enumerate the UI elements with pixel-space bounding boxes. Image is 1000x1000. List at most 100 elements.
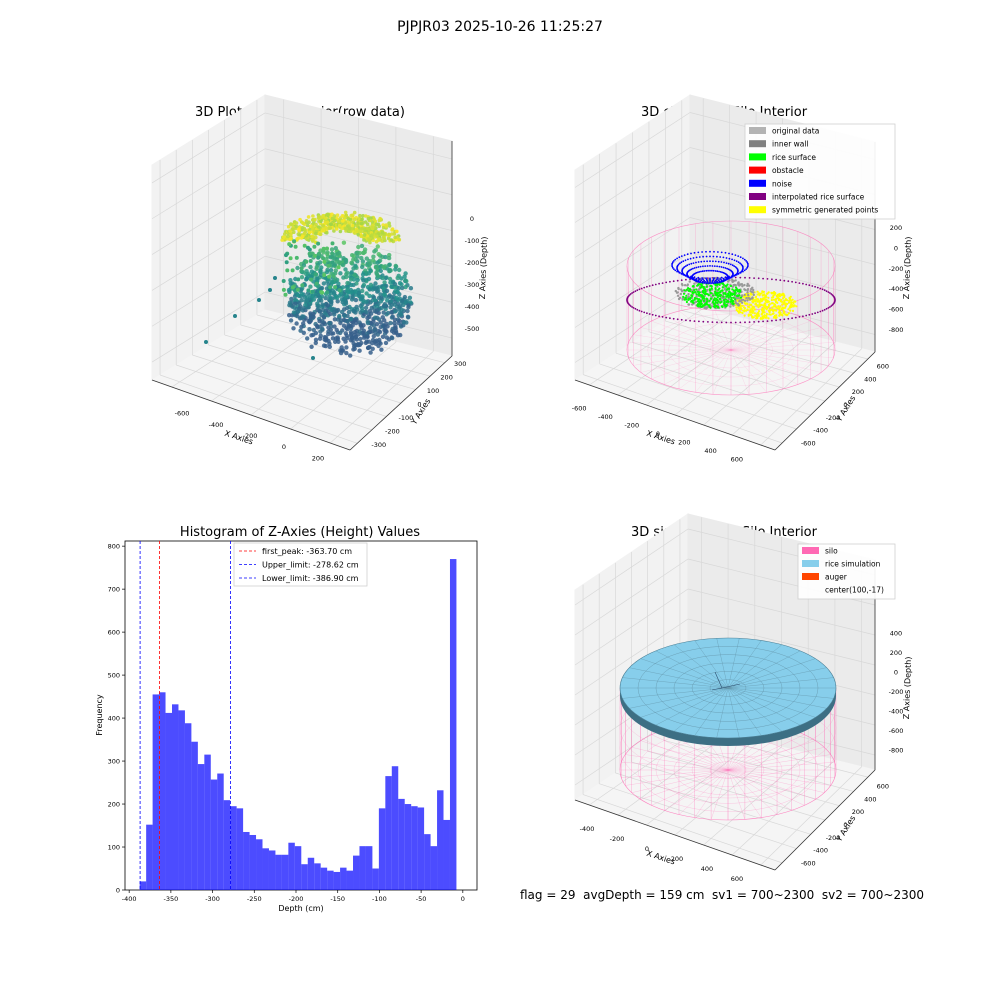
classify-silo-floor-line: [678, 310, 732, 351]
classify-symmetric-point: [759, 300, 762, 303]
raw-data-point: [310, 289, 315, 294]
classify-noise-point: [731, 253, 734, 256]
raw-data-point: [285, 268, 290, 273]
raw-data-point: [325, 246, 329, 251]
classify-interpolated-point: [802, 315, 804, 318]
classify-inner-wall-point: [740, 301, 744, 304]
classify-noise-point: [718, 281, 720, 284]
sim-box-gridline: [582, 794, 783, 864]
classify-symmetric-point: [758, 304, 762, 307]
classify-y-axis-label: Y Axies: [834, 394, 858, 424]
classify-interpolated-point: [762, 320, 764, 323]
raw-box-gridline: [176, 364, 372, 431]
classify-noise-point: [740, 270, 743, 273]
raw-data-point: [390, 232, 394, 236]
classify-symmetric-point: [780, 294, 783, 297]
classify-symmetric-point: [787, 312, 791, 315]
classify-noise-point: [747, 264, 749, 266]
classify-noise-point: [725, 257, 728, 259]
classify-interpolated-point: [805, 283, 808, 286]
classify-noise-point: [724, 251, 727, 254]
raw-y-tick-label: 100: [427, 387, 439, 395]
simulation-z-tick-label: -400: [889, 707, 904, 715]
classify-noise-point: [724, 267, 727, 269]
raw-data-point: [318, 248, 323, 253]
classify-noise-point: [714, 260, 717, 263]
histogram-bar: [294, 846, 302, 890]
classify-silo-floor-line: [640, 349, 732, 373]
raw-data-point: [290, 268, 295, 273]
raw-data-point: [298, 328, 303, 333]
raw-data-point: [382, 302, 387, 307]
classify-rice-surface-point: [720, 289, 724, 292]
classify-noise-point: [713, 265, 716, 267]
classify-interpolated-point: [654, 283, 657, 286]
simulation-legend-swatch: [802, 560, 819, 567]
raw-data-point: [375, 274, 381, 279]
classify-noise-point: [712, 269, 715, 272]
classify-rice-surface-point: [723, 298, 726, 301]
classify-noise-point: [703, 282, 706, 284]
histogram-bar: [256, 839, 263, 890]
raw-data-point: [330, 241, 335, 246]
classify-inner-wall-point: [677, 286, 680, 290]
classify-interpolated-point: [711, 321, 714, 323]
classify-interpolated-point: [794, 281, 797, 284]
raw-data-point: [403, 271, 408, 276]
classify-symmetric-point: [773, 314, 777, 317]
simulation-rice-mesh-line: [727, 687, 816, 718]
raw-data-point: [307, 327, 312, 332]
classify-noise-point: [714, 282, 717, 284]
classify-symmetric-point: [756, 290, 759, 293]
classify-interpolated-point: [654, 314, 657, 317]
raw-data-point: [324, 286, 330, 291]
classify-silo-floor-line: [730, 305, 750, 351]
classify-rice-surface-point: [687, 287, 690, 290]
raw-x-tick-label: -200: [243, 432, 258, 440]
classify-x-tick-label: -400: [598, 413, 613, 421]
raw-y-tick-label: -300: [371, 441, 386, 449]
classify-noise-point: [709, 277, 711, 280]
classify-inner-wall-point: [747, 296, 750, 300]
raw-data-point: [382, 236, 387, 241]
simulation-y-tick-label: 0: [843, 821, 847, 829]
classify-noise-point: [721, 271, 723, 274]
classify-inner-wall-point: [741, 298, 745, 301]
raw-data-point: [301, 263, 307, 268]
classify-interpolated-point: [816, 311, 819, 314]
classify-rice-surface-point: [714, 288, 717, 291]
raw-data-point: [308, 259, 313, 263]
classify-noise-point: [717, 251, 719, 253]
classify-silo-floor-line: [712, 305, 732, 351]
raw-data-point: [281, 287, 286, 292]
raw-data-point: [310, 294, 315, 299]
classify-interpolated-point: [787, 280, 790, 283]
classify-interpolated-point: [798, 316, 801, 318]
histogram-bar: [398, 798, 405, 890]
classify-noise-point: [717, 277, 719, 279]
classify-rice-surface-point: [730, 296, 733, 299]
classify-rice-surface-point: [685, 298, 688, 301]
classify-inner-wall-point: [749, 290, 752, 293]
cls-box-gridline: [599, 363, 797, 430]
histogram-bar: [223, 800, 231, 890]
classify-noise-point: [734, 254, 737, 256]
sim-box-gridline: [574, 528, 689, 606]
classify-noise-point: [731, 264, 734, 267]
cls-box-gridline: [615, 352, 811, 416]
raw-data-point: [382, 324, 387, 329]
raw-data-point: [367, 287, 372, 292]
simulation-rice-mesh-line: [727, 667, 827, 689]
classify-rice-surface-point: [694, 291, 697, 294]
classify-symmetric-point: [776, 301, 779, 304]
classify-rice-surface-point: [708, 299, 711, 302]
classify-noise-point: [721, 280, 723, 283]
histogram-y-tick-label: 100: [108, 843, 120, 851]
raw-data-point: [297, 228, 301, 232]
classify-interpolated-point: [672, 317, 675, 320]
classify-noise-point: [674, 269, 677, 272]
simulation-legend-label: auger: [825, 573, 848, 582]
classify-interpolated-point: [821, 309, 824, 312]
classify-noise-point: [690, 262, 693, 265]
classify-noise-point: [742, 257, 744, 260]
